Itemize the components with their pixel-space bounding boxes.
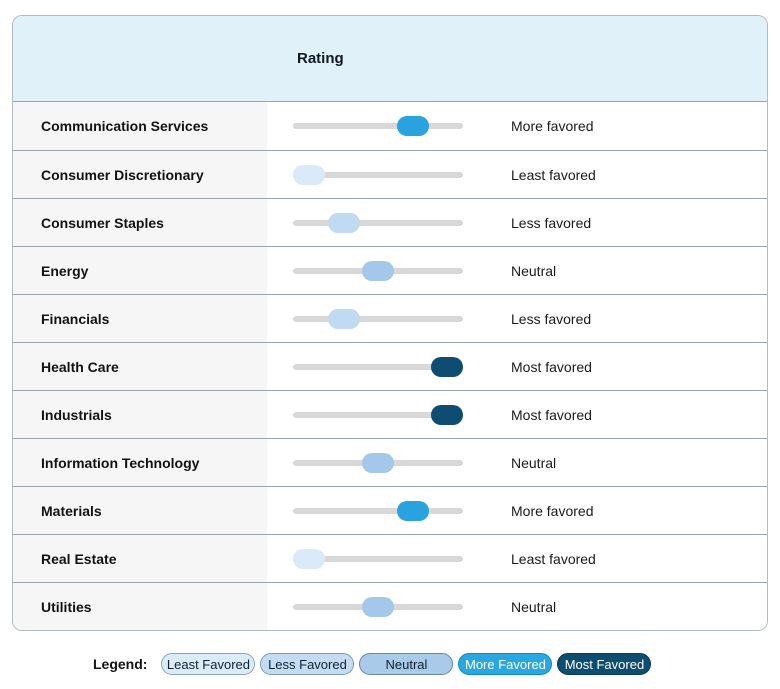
- table-header: Rating: [13, 16, 767, 102]
- slider-track: [293, 171, 463, 178]
- table-row: Utilities Neutral: [13, 582, 767, 630]
- sector-label: Industrials: [13, 391, 267, 438]
- rating-cell: Less favored: [267, 295, 767, 342]
- table-row: Communication Services More favored: [13, 102, 767, 150]
- rating-label: Most favored: [511, 358, 592, 375]
- sector-label: Information Technology: [13, 439, 267, 486]
- rating-label: Neutral: [511, 262, 557, 279]
- rating-slider: [293, 404, 463, 425]
- sector-label: Utilities: [13, 583, 267, 630]
- rating-slider: [293, 548, 463, 569]
- rating-slider: [293, 356, 463, 377]
- slider-thumb: [327, 212, 360, 233]
- table-row: Financials Less favored: [13, 294, 767, 342]
- slider-track: [293, 315, 463, 322]
- rating-cell: Least favored: [267, 151, 767, 198]
- slider-track: [293, 363, 463, 370]
- slider-thumb: [431, 356, 463, 377]
- sector-label: Real Estate: [13, 535, 267, 582]
- rating-slider: [293, 164, 463, 185]
- rating-slider: [293, 452, 463, 473]
- legend-pill-less: Less Favored: [260, 653, 355, 675]
- slider-thumb: [293, 164, 325, 185]
- legend-pill-neutral: Neutral: [359, 653, 454, 675]
- sector-ratings-table: Rating Communication Services More favor…: [12, 15, 768, 631]
- rating-cell: Most favored: [267, 343, 767, 390]
- rating-cell: More favored: [267, 102, 767, 150]
- slider-thumb: [396, 116, 429, 136]
- table-row: Consumer Staples Less favored: [13, 198, 767, 246]
- rating-cell: Most favored: [267, 391, 767, 438]
- slider-thumb: [431, 404, 463, 425]
- rating-label: Least favored: [511, 166, 596, 183]
- sector-label: Materials: [13, 487, 267, 534]
- rating-label: More favored: [511, 118, 594, 134]
- rating-label: Most favored: [511, 406, 592, 423]
- rating-column-header: Rating: [297, 50, 344, 67]
- rating-slider: [293, 260, 463, 281]
- rating-cell: Least favored: [267, 535, 767, 582]
- sector-label: Consumer Staples: [13, 199, 267, 246]
- slider-thumb: [396, 500, 429, 521]
- rating-label: More favored: [511, 502, 594, 519]
- rating-slider: [293, 212, 463, 233]
- legend-title: Legend:: [93, 656, 148, 672]
- table-row: Real Estate Least favored: [13, 534, 767, 582]
- rating-cell: Less favored: [267, 199, 767, 246]
- slider-track: [293, 411, 463, 418]
- table-row: Health Care Most favored: [13, 342, 767, 390]
- rating-cell: More favored: [267, 487, 767, 534]
- table-body: Communication Services More favored Cons…: [13, 102, 767, 630]
- slider-thumb: [362, 260, 394, 281]
- sector-label: Health Care: [13, 343, 267, 390]
- legend: Legend: Least Favored Less Favored Neutral…: [93, 653, 652, 675]
- sector-label: Consumer Discretionary: [13, 151, 267, 198]
- slider-thumb: [293, 548, 325, 569]
- table-row: Consumer Discretionary Least favored: [13, 150, 767, 198]
- legend-pill-least: Least Favored: [161, 653, 256, 675]
- table-row: Industrials Most favored: [13, 390, 767, 438]
- slider-track: [293, 219, 463, 226]
- sector-label: Communication Services: [13, 102, 267, 150]
- rating-slider: [293, 116, 463, 136]
- slider-track: [293, 507, 463, 514]
- slider-thumb: [362, 452, 394, 473]
- table-row: Materials More favored: [13, 486, 767, 534]
- slider-track: [293, 555, 463, 562]
- slider-thumb: [362, 596, 394, 617]
- table-row: Information Technology Neutral: [13, 438, 767, 486]
- rating-cell: Neutral: [267, 247, 767, 294]
- rating-label: Neutral: [511, 598, 557, 615]
- slider-track: [293, 123, 463, 129]
- rating-slider: [293, 500, 463, 521]
- sector-label: Financials: [13, 295, 267, 342]
- legend-pill-most: Most Favored: [557, 653, 652, 675]
- rating-slider: [293, 308, 463, 329]
- legend-pill-more: More Favored: [458, 653, 553, 675]
- rating-slider: [293, 596, 463, 617]
- table-row: Energy Neutral: [13, 246, 767, 294]
- rating-label: Less favored: [511, 214, 592, 231]
- rating-cell: Neutral: [267, 583, 767, 630]
- sector-label: Energy: [13, 247, 267, 294]
- rating-label: Neutral: [511, 454, 557, 471]
- slider-thumb: [327, 308, 360, 329]
- rating-label: Less favored: [511, 310, 592, 327]
- rating-cell: Neutral: [267, 439, 767, 486]
- rating-label: Least favored: [511, 550, 596, 567]
